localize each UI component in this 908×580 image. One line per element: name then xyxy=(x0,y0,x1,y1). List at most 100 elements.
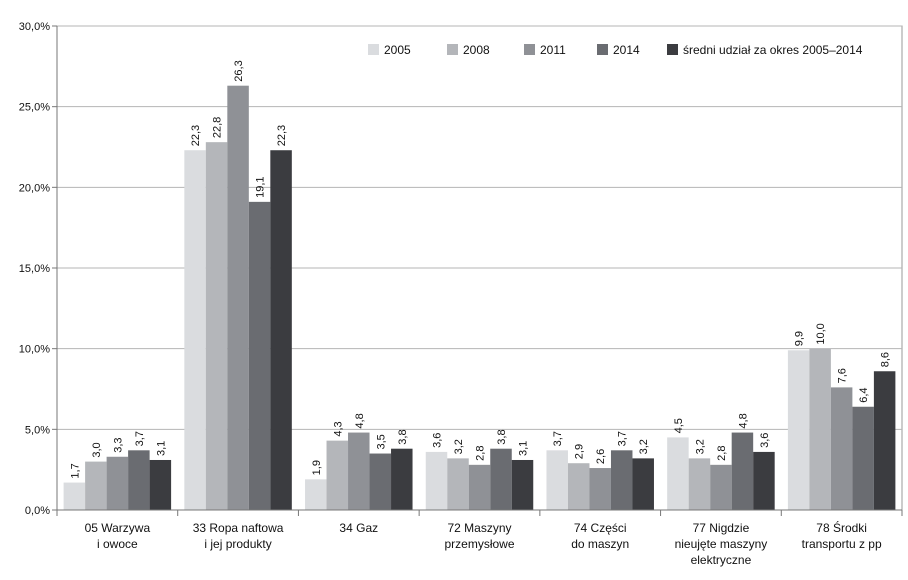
bar xyxy=(710,464,732,510)
data-label: 1,9 xyxy=(311,460,323,475)
bar xyxy=(567,463,590,510)
x-tick-label: 74 Części xyxy=(574,521,627,535)
legend-label: 2011 xyxy=(540,43,566,57)
legend-swatch xyxy=(597,44,608,55)
y-tick-label: 0,0% xyxy=(25,505,50,517)
data-label: 19,1 xyxy=(255,176,267,197)
bar xyxy=(589,468,611,510)
y-tick-label: 10,0% xyxy=(19,344,50,356)
bar xyxy=(809,348,831,510)
y-tick-label: 15,0% xyxy=(19,263,50,275)
x-tick-label: 78 Środki xyxy=(816,520,867,535)
data-label: 22,8 xyxy=(212,117,224,138)
legend-swatch xyxy=(368,44,379,55)
data-label: 3,8 xyxy=(496,429,508,444)
bar xyxy=(688,458,711,510)
data-label: 2,8 xyxy=(716,446,728,461)
data-label: 3,1 xyxy=(518,441,530,456)
data-label: 3,6 xyxy=(432,433,444,448)
data-label: 3,3 xyxy=(112,437,124,452)
legend-label: 2014 xyxy=(613,43,640,57)
bar xyxy=(149,459,172,510)
y-tick-label: 30,0% xyxy=(19,21,50,33)
bar xyxy=(270,150,292,510)
data-label: 3,7 xyxy=(134,431,146,446)
bar xyxy=(305,479,327,510)
bar xyxy=(227,85,249,511)
bar xyxy=(205,142,228,510)
legend-label: 2005 xyxy=(384,43,411,57)
legend-label: 2008 xyxy=(463,43,490,57)
bar xyxy=(610,450,633,510)
data-labels: 1,7 3,0 3,3 3,7 3,1 22,3 22,8 26,3 19,1 22,3 1,9 4,… xyxy=(69,60,891,478)
bar xyxy=(511,459,534,510)
legend: 2005 2008 2011 2014 średni udział za okres 2… xyxy=(368,43,863,57)
x-tick-label: do maszyn xyxy=(571,537,629,551)
x-tick-label: 33 Ropa naftowa xyxy=(193,521,284,535)
y-tick-label: 25,0% xyxy=(19,102,50,114)
axes: 0,0% 5,0% 10,0% 15,0% 20,0% 25,0% 30,0% 05 Warz… xyxy=(19,21,903,567)
data-label: 4,8 xyxy=(354,413,366,428)
data-label: 3,7 xyxy=(617,431,629,446)
data-label: 22,3 xyxy=(276,125,288,146)
legend-swatch xyxy=(667,44,678,55)
data-label: 3,2 xyxy=(694,439,706,454)
bar xyxy=(753,451,775,510)
bar xyxy=(667,437,689,510)
x-tick-label: elektryczne xyxy=(691,553,752,567)
legend-swatch xyxy=(524,44,535,55)
x-tick-label: transportu z pp xyxy=(802,537,882,551)
data-label: 8,6 xyxy=(880,352,892,367)
bar xyxy=(348,432,370,510)
x-tick-label: 05 Warzywa xyxy=(85,521,151,535)
bar xyxy=(369,453,392,510)
bar xyxy=(546,450,568,510)
bar xyxy=(184,150,206,510)
data-label: 2,8 xyxy=(475,446,487,461)
bar xyxy=(391,448,413,510)
x-tick-label: 77 Nigdzie xyxy=(693,521,750,535)
bar xyxy=(106,456,129,510)
bar xyxy=(63,482,86,510)
y-tick-label: 20,0% xyxy=(19,182,50,194)
data-label: 3,2 xyxy=(638,439,650,454)
legend-swatch xyxy=(447,44,458,55)
bar xyxy=(447,458,469,510)
bar xyxy=(248,201,271,510)
bar xyxy=(830,387,853,510)
data-label: 3,5 xyxy=(375,434,387,449)
bar xyxy=(852,406,874,510)
x-tick-label: 72 Maszyny xyxy=(447,521,511,535)
bar xyxy=(490,448,512,510)
data-label: 9,9 xyxy=(794,331,806,346)
bar xyxy=(468,464,491,510)
bar xyxy=(731,432,754,510)
data-label: 4,3 xyxy=(332,421,344,436)
data-label: 3,7 xyxy=(552,431,564,446)
bar xyxy=(425,451,448,510)
bar xyxy=(787,350,810,510)
bar xyxy=(632,458,654,510)
data-label: 6,4 xyxy=(858,387,870,402)
gridlines xyxy=(56,25,903,511)
data-label: 3,1 xyxy=(155,441,167,456)
x-tick-label: i jej produkty xyxy=(204,537,271,551)
x-tick-label: nieujęte maszyny xyxy=(675,537,768,551)
x-tick-label: 34 Gaz xyxy=(339,521,378,535)
bar xyxy=(873,371,896,510)
data-label: 2,6 xyxy=(595,449,607,464)
data-label: 10,0 xyxy=(815,323,827,344)
data-label: 3,0 xyxy=(91,442,103,457)
data-label: 1,7 xyxy=(69,463,81,478)
y-tick-label: 5,0% xyxy=(25,424,50,436)
bars xyxy=(63,85,896,511)
data-label: 4,5 xyxy=(673,418,685,433)
data-label: 3,6 xyxy=(759,433,771,448)
data-label: 2,9 xyxy=(574,444,586,459)
data-label: 3,8 xyxy=(397,429,409,444)
bar xyxy=(326,440,349,510)
data-label: 3,2 xyxy=(453,439,465,454)
data-label: 26,3 xyxy=(233,60,245,81)
